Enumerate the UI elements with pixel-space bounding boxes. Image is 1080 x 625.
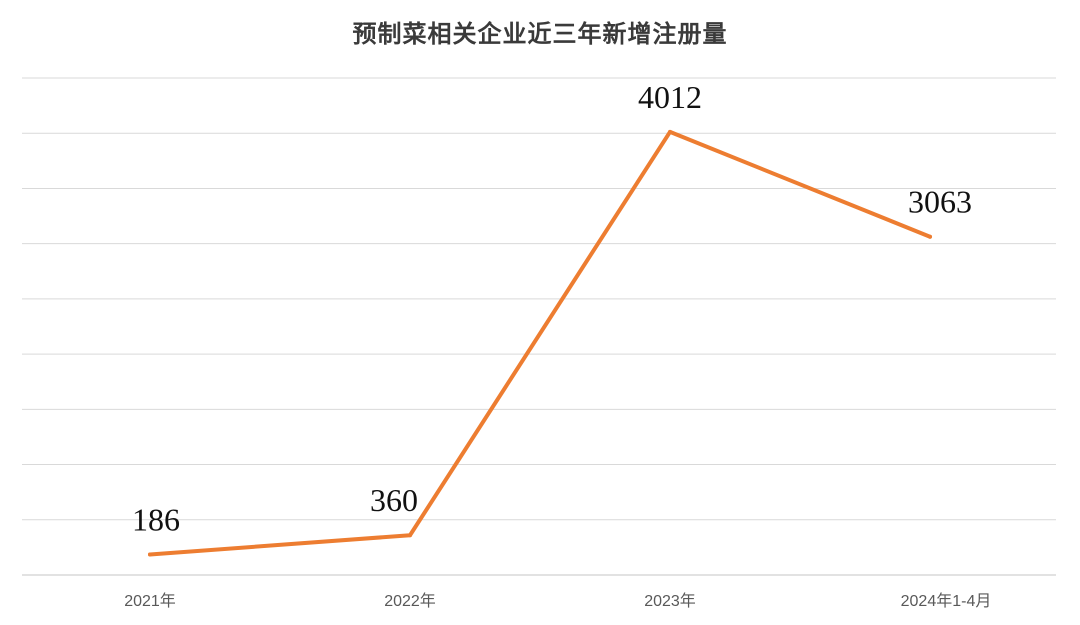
x-axis-tick-labels: 2021年 2022年 2023年 2024年1-4月	[124, 592, 991, 610]
x-tick-label: 2022年	[384, 592, 436, 610]
x-tick-label: 2023年	[644, 592, 696, 610]
chart-title: 预制菜相关企业近三年新增注册量	[352, 20, 728, 48]
data-label: 186	[132, 501, 180, 537]
data-labels: 186 360 4012 3063	[132, 79, 972, 538]
series-line-group	[148, 129, 932, 557]
data-point	[928, 234, 932, 239]
x-tick-label: 2024年1-4月	[901, 592, 992, 610]
data-label: 4012	[638, 79, 702, 115]
data-point	[668, 129, 672, 134]
data-label: 3063	[908, 184, 972, 220]
data-point	[408, 533, 412, 538]
series-line	[148, 129, 932, 557]
x-tick-label: 2021年	[124, 592, 176, 610]
gridlines	[22, 77, 1056, 576]
data-label: 360	[370, 482, 418, 518]
data-point	[148, 552, 152, 557]
